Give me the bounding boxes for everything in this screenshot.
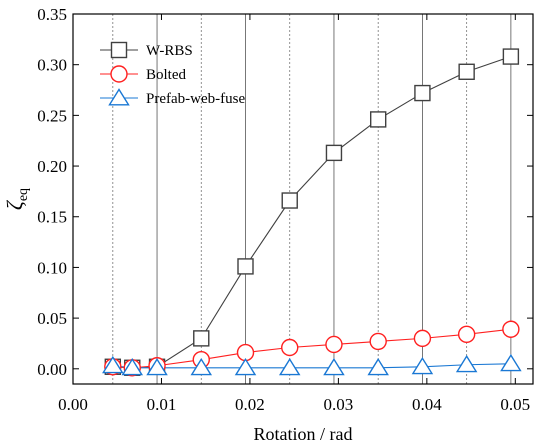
data-point-triangle: [278, 357, 301, 376]
data-point-triangle: [455, 354, 478, 373]
data-point-triangle: [234, 357, 257, 376]
data-point-square: [414, 84, 431, 102]
x-tick-label: 0.00: [58, 395, 88, 414]
x-tick-label: 0.02: [235, 395, 265, 414]
data-point-triangle: [323, 357, 345, 376]
y-tick-label: 0.05: [37, 309, 67, 328]
legend-label: Prefab-web-fuse: [146, 91, 245, 107]
data-point-circle: [413, 329, 432, 348]
series-markers: [102, 48, 522, 377]
x-tick-label: 0.05: [500, 395, 530, 414]
x-tick-label: 0.04: [412, 395, 442, 414]
y-tick-label: 0.25: [37, 106, 67, 125]
data-point-square: [281, 192, 298, 209]
x-tick-label: 0.01: [147, 395, 177, 414]
y-tick-labels: 0.00 0.05 0.10 0.15 0.20 0.25 0.30 0.35: [37, 5, 67, 379]
x-tick-labels: 0.00 0.01 0.02 0.03 0.04 0.05: [58, 395, 530, 414]
series-line-triangle: [112, 363, 511, 369]
x-axis-title: Rotation / rad: [254, 424, 353, 444]
data-point-square: [369, 111, 387, 128]
y-tick-label: 0.15: [37, 208, 67, 227]
legend-marker-triangle: [108, 88, 130, 106]
legend-label: W-RBS: [146, 43, 193, 59]
legend-marker-circle: [110, 65, 128, 83]
data-point-triangle: [411, 356, 434, 375]
y-axis-title-main: ζ: [2, 199, 27, 210]
y-axis-title-sub: eq: [16, 188, 31, 201]
data-point-triangle: [121, 357, 144, 376]
legend-marker-square: [110, 41, 128, 59]
data-point-triangle: [102, 355, 124, 374]
data-point-square: [237, 258, 254, 275]
y-tick-label: 0.35: [37, 5, 67, 24]
data-point-circle: [502, 320, 520, 338]
y-tick-label: 0.30: [37, 56, 67, 75]
data-point-square: [193, 330, 210, 347]
data-point-triangle: [190, 357, 213, 376]
data-point-circle: [369, 332, 387, 351]
series-line-circle: [112, 328, 511, 369]
x-tick-label: 0.03: [324, 395, 354, 414]
y-tick-label: 0.20: [37, 157, 67, 176]
y-tick-label: 0.10: [37, 258, 67, 277]
data-point-triangle: [500, 353, 522, 372]
y-axis-title: ζeq: [2, 188, 31, 210]
data-point-circle: [325, 335, 343, 354]
data-point-triangle: [146, 357, 168, 376]
data-point-circle: [281, 338, 299, 357]
y-tick-label: 0.00: [37, 360, 67, 379]
data-point-square: [502, 48, 520, 65]
legend: W-RBS Bolted Prefab-web-fuse: [100, 41, 245, 107]
axis-ticks: [72, 13, 533, 384]
legend-label: Bolted: [146, 67, 186, 83]
data-point-circle: [457, 325, 476, 344]
data-point-square: [458, 63, 475, 80]
plot-frame: [72, 13, 534, 385]
data-point-square: [325, 144, 343, 162]
data-point-triangle: [367, 357, 389, 376]
